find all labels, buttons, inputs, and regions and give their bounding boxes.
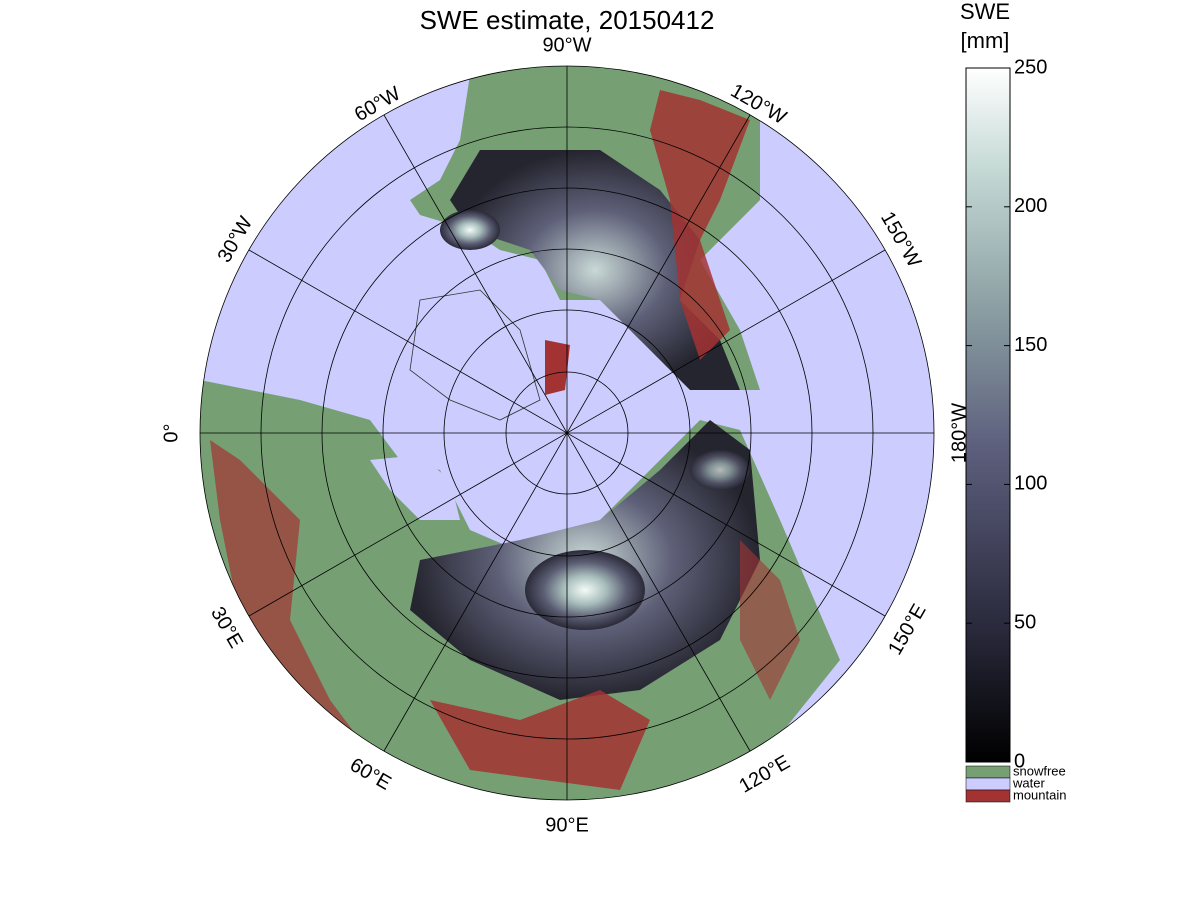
legend-swatch (965, 789, 1011, 803)
colorbar (965, 67, 1011, 763)
longitude-label: 0° (160, 423, 182, 442)
longitude-label: 30°E (206, 603, 247, 652)
legend-label: snowfree (1013, 763, 1066, 778)
colorbar-label: [mm] (961, 28, 1010, 53)
colorbar-tick-label: 200 (1014, 195, 1047, 217)
graticule (199, 65, 935, 801)
longitude-label: 180°W (948, 403, 970, 463)
map-disk (200, 66, 934, 800)
longitude-label: 90°W (542, 34, 591, 56)
colorbar-ticks: 0 50 100 150 200 250 (966, 56, 1047, 772)
map-title: SWE estimate, 20150412 (420, 5, 715, 35)
colorbar-tick-label: 100 (1014, 473, 1047, 495)
legend-swatch (965, 777, 1011, 791)
colorbar-tick-label: 250 (1014, 56, 1047, 78)
longitude-label: 120°E (735, 751, 793, 797)
longitude-label: 60°E (346, 754, 395, 795)
legend-label: mountain (1013, 787, 1066, 802)
legend-swatch (965, 765, 1011, 779)
longitude-labels: 90°W120°W150°W180°W150°E120°E90°E60°E30°… (160, 34, 970, 836)
colorbar-tick-label: 0 (1014, 750, 1025, 772)
longitude-label: 150°E (884, 600, 930, 658)
longitude-label: 90°E (545, 814, 589, 836)
colorbar-tick-label: 50 (1014, 611, 1036, 633)
colorbar-label: SWE (960, 0, 1010, 24)
colorbar-tick-label: 150 (1014, 334, 1047, 356)
legend-label: water (1012, 775, 1045, 790)
